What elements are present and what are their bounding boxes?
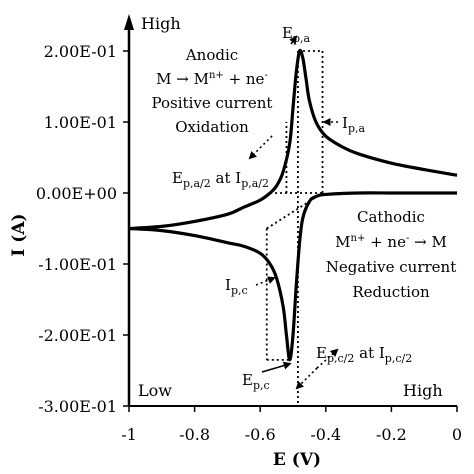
y-ticks: -3.00E-01 -2.00E-01 -1.00E-01 0.00E+00 1.00E… — [36, 42, 129, 416]
curves — [128, 48, 458, 362]
anodic-curve — [128, 48, 458, 231]
arrow-epc — [261, 361, 292, 373]
arrow-epc-half-a — [295, 367, 318, 390]
annotation-arrows — [248, 35, 339, 390]
y-tick-label: 0.00E+00 — [36, 184, 117, 203]
axes — [124, 14, 457, 407]
arrow-epa-half — [248, 135, 273, 160]
arrow-ipc — [255, 276, 276, 286]
y-axis-arrow — [124, 14, 134, 30]
svg-text:Oxidation: Oxidation — [175, 118, 249, 136]
label-ipc: Ip,c — [225, 276, 248, 297]
x-axis-title: E (V) — [273, 450, 321, 470]
arrow-epa — [289, 35, 298, 45]
svg-text:Reduction: Reduction — [352, 283, 430, 301]
cathodic-annotation: Cathodic Mn+ + ne- → M Negative current … — [326, 208, 456, 301]
y-tick-label: -3.00E-01 — [38, 397, 117, 416]
y-tick-label: 1.00E-01 — [44, 113, 117, 132]
svg-text:Positive current: Positive current — [152, 94, 273, 112]
label-epc-half: Ep,c/2 at Ip,c/2 — [316, 344, 412, 365]
x-tick-label: -0.6 — [245, 425, 276, 444]
y-tick-label: -2.00E-01 — [38, 326, 117, 345]
svg-text:Anodic: Anodic — [185, 46, 238, 64]
corner-label-high-top: High — [141, 14, 181, 33]
label-epa-half: Ep,a/2 at Ip,a/2 — [172, 169, 269, 190]
x-ticks: -1 -0.8 -0.6 -0.4 -0.2 0 — [121, 406, 462, 444]
svg-text:Mn+ + ne- → M: Mn+ + ne- → M — [335, 233, 447, 251]
y-axis-title: I (A) — [9, 213, 29, 256]
svg-text:Negative current: Negative current — [326, 258, 456, 276]
corner-label-high-bottom: High — [403, 381, 443, 400]
corner-label-low: Low — [138, 381, 172, 400]
label-epa: Ep,a — [282, 24, 310, 45]
x-tick-label: -0.4 — [310, 425, 341, 444]
label-epc: Ep,c — [242, 371, 270, 392]
y-tick-label: 2.00E-01 — [44, 42, 117, 61]
x-tick-label: -0.8 — [179, 425, 210, 444]
x-tick-label: -1 — [121, 425, 137, 444]
svg-text:Cathodic: Cathodic — [357, 208, 425, 226]
svg-text:M → Mn+ + ne-: M → Mn+ + ne- — [156, 70, 268, 88]
y-tick-label: -1.00E-01 — [38, 255, 117, 274]
x-tick-label: -0.2 — [376, 425, 407, 444]
x-tick-label: 0 — [452, 425, 462, 444]
anodic-annotation: Anodic M → Mn+ + ne- Positive current Ox… — [152, 46, 273, 136]
cathodic-curve — [128, 191, 457, 362]
label-ipa: Ip,a — [342, 114, 365, 135]
